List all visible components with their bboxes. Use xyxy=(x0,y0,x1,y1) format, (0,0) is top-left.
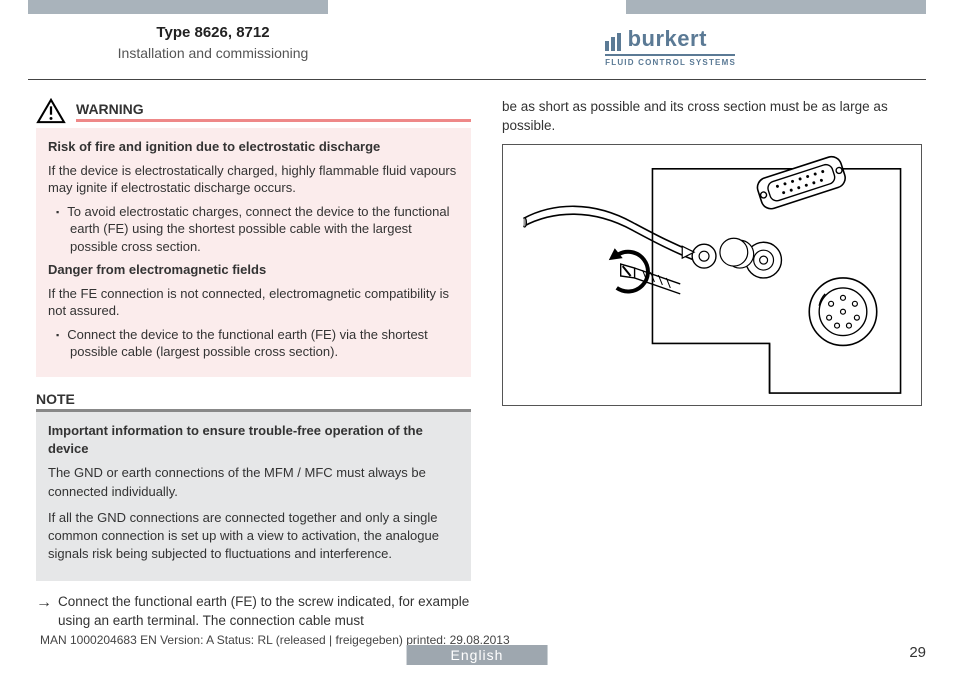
left-column: WARNING Risk of fire and ignition due to… xyxy=(36,98,471,631)
header: Type 8626, 8712 Installation and commiss… xyxy=(28,22,926,80)
note-title: Important information to ensure trouble-… xyxy=(48,422,459,458)
connection-figure xyxy=(502,144,922,406)
tab-grey-right xyxy=(626,0,926,14)
warning-risk-text: If the device is electrostatically charg… xyxy=(48,162,459,197)
warning-danger-text: If the FE connection is not connected, e… xyxy=(48,285,459,320)
instruction-text: Connect the functional earth (FE) to the… xyxy=(58,593,471,631)
title-block: Type 8626, 8712 Installation and commiss… xyxy=(88,24,338,61)
language-badge: English xyxy=(407,645,548,665)
logo-text: burkert xyxy=(628,26,707,51)
warning-header: WARNING xyxy=(36,98,471,124)
warning-danger-title: Danger from electromagnetic fields xyxy=(48,261,459,279)
top-tabs xyxy=(0,0,954,18)
tab-white-center xyxy=(328,0,626,14)
arrow-right-icon: → xyxy=(36,593,52,631)
tab-grey-left xyxy=(28,0,328,14)
warning-triangle-icon xyxy=(36,98,66,124)
right-column: be as short as possible and its cross se… xyxy=(502,98,927,406)
note-p2: If all the GND connections are connected… xyxy=(48,509,459,564)
note-p1: The GND or earth connections of the MFM … xyxy=(48,464,459,500)
burkert-logo: burkert FLUID CONTROL SYSTEMS xyxy=(605,26,736,67)
note-box: Important information to ensure trouble-… xyxy=(36,412,471,581)
note-label: NOTE xyxy=(36,391,471,412)
logo-tagline: FLUID CONTROL SYSTEMS xyxy=(605,58,736,67)
fe-connection-illustration xyxy=(503,145,921,405)
warning-box: Risk of fire and ignition due to electro… xyxy=(36,128,471,377)
logo-bars-icon xyxy=(605,33,623,51)
warning-bullet-2: Connect the device to the functional ear… xyxy=(70,326,459,361)
doc-subtitle: Installation and commissioning xyxy=(88,45,338,61)
doc-type-title: Type 8626, 8712 xyxy=(88,24,338,41)
warning-label: WARNING xyxy=(76,101,471,122)
warning-risk-title: Risk of fire and ignition due to electro… xyxy=(48,138,459,156)
logo-underline xyxy=(605,54,735,56)
warning-bullet-1: To avoid electrostatic charges, connect … xyxy=(70,203,459,256)
instruction-line: → Connect the functional earth (FE) to t… xyxy=(36,593,471,631)
continuation-text: be as short as possible and its cross se… xyxy=(502,98,927,136)
page-number: 29 xyxy=(909,644,926,661)
